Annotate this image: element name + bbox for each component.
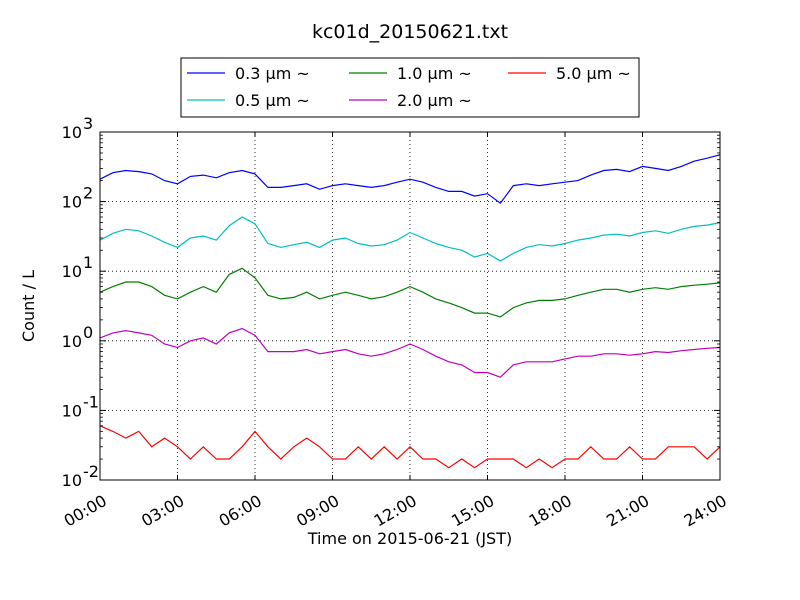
x-tick-label: 24:00 bbox=[681, 491, 730, 531]
y-tick-label-exponent: -1 bbox=[83, 392, 99, 411]
series-line bbox=[99, 327, 721, 378]
series-line bbox=[99, 425, 721, 469]
series-line bbox=[99, 154, 721, 205]
x-tick-label: 06:00 bbox=[216, 491, 265, 531]
legend-label: 0.3 μm ~ bbox=[235, 64, 310, 83]
y-tick-label: 10 bbox=[62, 471, 82, 490]
series-line bbox=[99, 267, 721, 318]
legend-label: 5.0 μm ~ bbox=[556, 64, 631, 83]
legend-label: 0.5 μm ~ bbox=[235, 91, 310, 110]
x-tick-label: 09:00 bbox=[293, 491, 342, 531]
y-tick-label: 10 bbox=[62, 262, 82, 281]
y-tick-label: 10 bbox=[62, 123, 82, 142]
y-tick-label-exponent: 0 bbox=[83, 323, 93, 342]
y-tick-label-exponent: 2 bbox=[83, 184, 93, 203]
chart-title: kc01d_20150621.txt bbox=[312, 21, 508, 43]
y-tick-label-exponent: 1 bbox=[83, 253, 93, 272]
legend-label: 1.0 μm ~ bbox=[397, 64, 472, 83]
x-tick-label: 18:00 bbox=[526, 491, 575, 531]
y-axis-label: Count / L bbox=[19, 270, 38, 342]
x-tick-label: 03:00 bbox=[138, 491, 187, 531]
y-tick-label-exponent: 3 bbox=[83, 114, 93, 133]
y-tick-label: 10 bbox=[62, 401, 82, 420]
legend-box bbox=[180, 57, 640, 118]
y-tick-label-exponent: -2 bbox=[83, 462, 99, 481]
y-tick-label: 10 bbox=[62, 193, 82, 212]
x-axis-label: Time on 2015-06-21 (JST) bbox=[307, 529, 512, 548]
x-tick-label: 21:00 bbox=[603, 491, 652, 531]
series-lines bbox=[99, 154, 721, 469]
series-line bbox=[99, 216, 721, 262]
grid bbox=[100, 132, 720, 480]
x-tick-label: 00:00 bbox=[61, 491, 110, 531]
axis-ticks: 00:00 03:00 06:00 09:00 12:00 15:00 18:00 21:00… bbox=[61, 114, 730, 531]
legend-label: 2.0 μm ~ bbox=[397, 91, 472, 110]
x-tick-label: 15:00 bbox=[448, 491, 497, 531]
legend: 0.3 μm ~ 0.5 μm ~ 1.0 μm ~ 2.0 μm ~ 5.0 μm ~ bbox=[180, 57, 640, 118]
x-tick-label: 12:00 bbox=[371, 491, 420, 531]
y-tick-label: 10 bbox=[62, 332, 82, 351]
